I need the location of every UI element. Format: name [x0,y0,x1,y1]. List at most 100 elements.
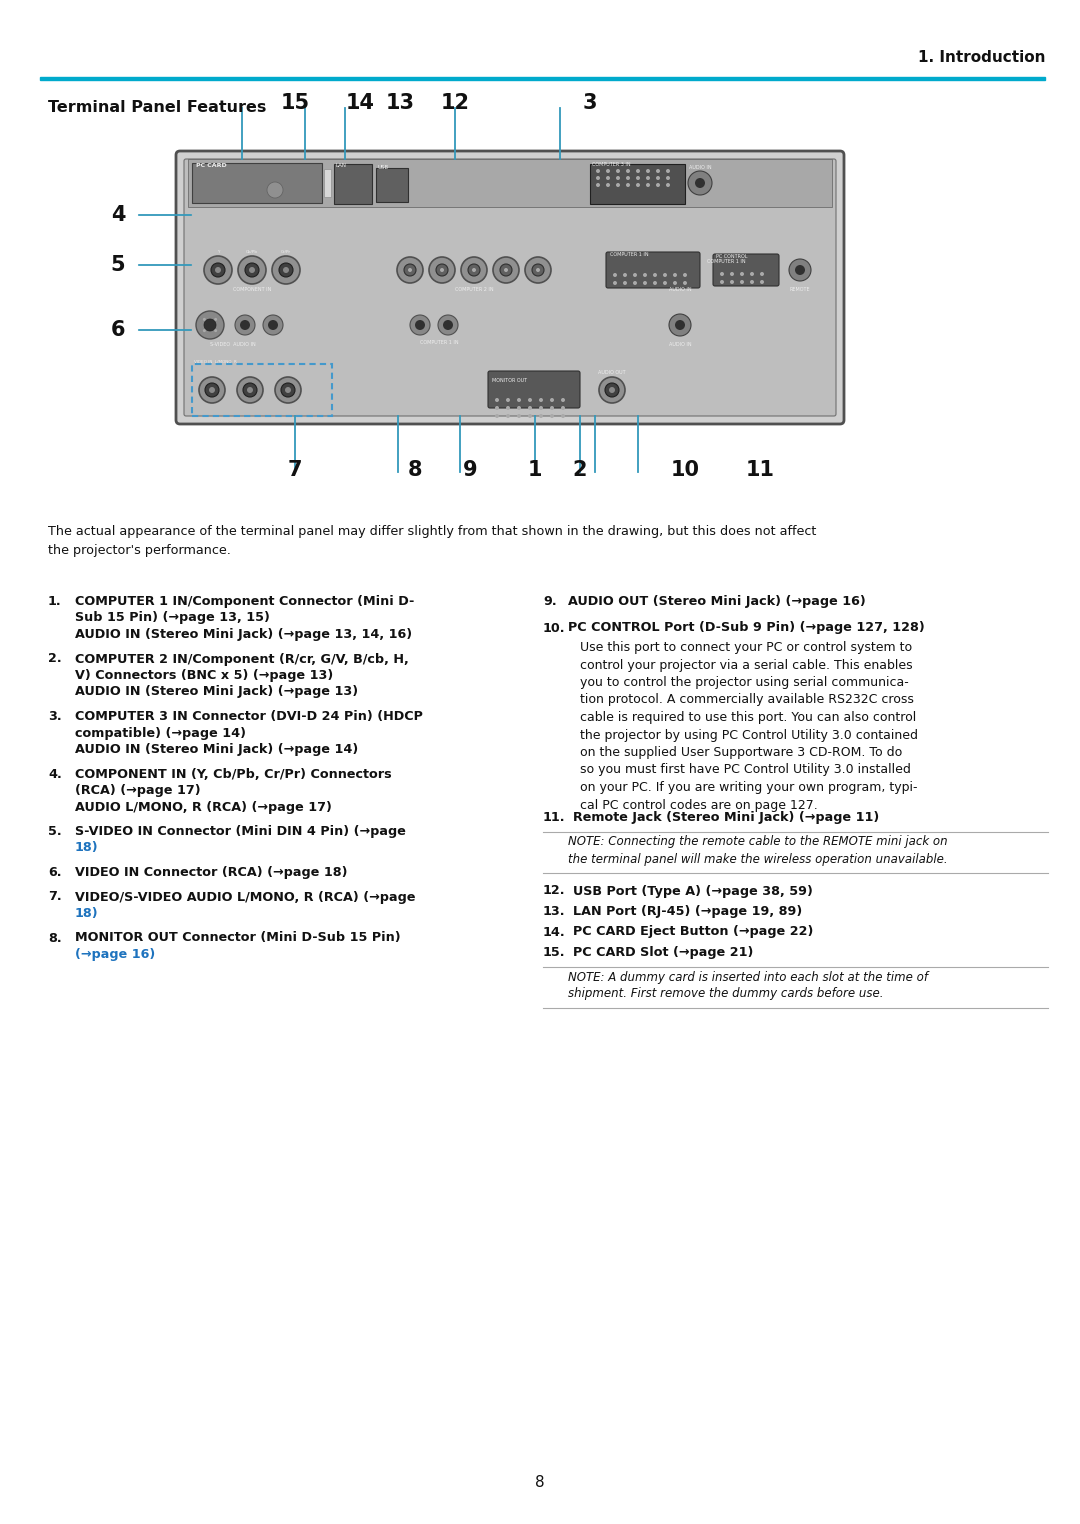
Circle shape [605,383,619,396]
Text: 8.: 8. [48,931,62,945]
Circle shape [653,273,657,277]
Circle shape [626,175,630,180]
Text: COMPONENT IN: COMPONENT IN [233,287,271,293]
Circle shape [238,256,266,283]
Text: PC CARD Slot (→page 21): PC CARD Slot (→page 21) [573,946,754,959]
Text: AUDIO L/MONO, R (RCA) (→page 17): AUDIO L/MONO, R (RCA) (→page 17) [75,800,332,814]
Text: 5: 5 [110,255,125,274]
Text: S-VIDEO  AUDIO IN: S-VIDEO AUDIO IN [210,341,256,347]
Circle shape [495,398,499,402]
Text: 12.: 12. [543,884,566,898]
Circle shape [517,405,521,410]
Circle shape [507,405,510,410]
Text: 14.: 14. [543,925,566,939]
Circle shape [643,280,647,285]
FancyBboxPatch shape [488,370,580,408]
Text: AUDIO IN: AUDIO IN [669,341,691,347]
Circle shape [539,415,543,418]
Text: 1.: 1. [48,594,62,608]
Circle shape [264,315,283,335]
Circle shape [613,280,617,285]
Circle shape [507,398,510,402]
Text: 2.: 2. [48,652,62,666]
Circle shape [203,329,206,332]
Text: 8: 8 [536,1475,544,1490]
Circle shape [636,169,640,174]
Circle shape [616,175,620,180]
Circle shape [507,415,510,418]
Circle shape [669,314,691,335]
Circle shape [720,271,724,276]
Circle shape [429,258,455,283]
Circle shape [666,169,670,174]
Circle shape [443,320,453,331]
Circle shape [517,415,521,418]
Text: 9.: 9. [543,594,556,608]
Circle shape [210,387,215,393]
Text: 4.: 4. [48,768,62,780]
Circle shape [596,183,600,187]
Text: (→page 16): (→page 16) [75,948,156,962]
Text: MONITOR OUT Connector (Mini D-Sub 15 Pin): MONITOR OUT Connector (Mini D-Sub 15 Pin… [75,931,401,945]
Text: 13: 13 [386,93,415,113]
Circle shape [410,315,430,335]
Circle shape [550,398,554,402]
Circle shape [528,398,532,402]
Text: COMPUTER 1 IN: COMPUTER 1 IN [707,259,745,264]
Text: 4: 4 [111,206,125,226]
Circle shape [397,258,423,283]
Circle shape [750,280,754,283]
Text: 15.: 15. [543,946,566,959]
Circle shape [646,175,650,180]
Circle shape [408,268,411,271]
Circle shape [606,175,610,180]
Text: COMPONENT IN (Y, Cb/Pb, Cr/Pr) Connectors: COMPONENT IN (Y, Cb/Pb, Cr/Pr) Connector… [75,768,392,780]
Text: 3.: 3. [48,710,62,722]
Text: 8: 8 [408,460,422,480]
Text: REMOTE: REMOTE [789,287,810,293]
Circle shape [656,175,660,180]
Circle shape [613,273,617,277]
Circle shape [683,280,687,285]
Text: 9: 9 [462,460,477,480]
Circle shape [204,319,216,331]
Text: COMPUTER 1 IN: COMPUTER 1 IN [610,251,649,258]
Text: AUDIO IN (Stereo Mini Jack) (→page 14): AUDIO IN (Stereo Mini Jack) (→page 14) [75,744,359,756]
Circle shape [636,175,640,180]
Circle shape [492,258,519,283]
Text: (RCA) (→page 17): (RCA) (→page 17) [75,783,201,797]
Circle shape [561,398,565,402]
Text: S-VIDEO IN Connector (Mini DIN 4 Pin) (→page: S-VIDEO IN Connector (Mini DIN 4 Pin) (→… [75,824,406,838]
Text: NOTE: Connecting the remote cable to the REMOTE mini jack on
the terminal panel : NOTE: Connecting the remote cable to the… [568,835,947,866]
Circle shape [663,280,667,285]
Text: AUDIO IN: AUDIO IN [689,165,712,171]
Circle shape [237,376,264,402]
Circle shape [663,273,667,277]
Text: 1: 1 [528,460,542,480]
Text: Cb/Pb: Cb/Pb [246,250,258,255]
Text: VIDEO IN  L/MONO  R: VIDEO IN L/MONO R [194,360,237,364]
Text: 5.: 5. [48,824,62,838]
Circle shape [243,383,257,396]
Circle shape [517,398,521,402]
Text: AUDIO OUT (Stereo Mini Jack) (→page 16): AUDIO OUT (Stereo Mini Jack) (→page 16) [568,594,866,608]
Circle shape [666,183,670,187]
Text: COMPUTER 2 IN: COMPUTER 2 IN [455,287,494,293]
Circle shape [536,268,540,271]
Text: 11.: 11. [543,811,566,824]
Circle shape [666,175,670,180]
Text: 13.: 13. [543,905,566,917]
Circle shape [633,280,637,285]
Circle shape [636,183,640,187]
Circle shape [539,405,543,410]
Circle shape [279,264,293,277]
Circle shape [740,280,744,283]
Circle shape [539,398,543,402]
Circle shape [532,264,544,276]
Circle shape [688,171,712,195]
Circle shape [249,267,255,273]
Text: 15: 15 [281,93,310,113]
Circle shape [626,169,630,174]
Text: LAN Port (RJ-45) (→page 19, 89): LAN Port (RJ-45) (→page 19, 89) [573,905,802,917]
Bar [188,158,832,207]
